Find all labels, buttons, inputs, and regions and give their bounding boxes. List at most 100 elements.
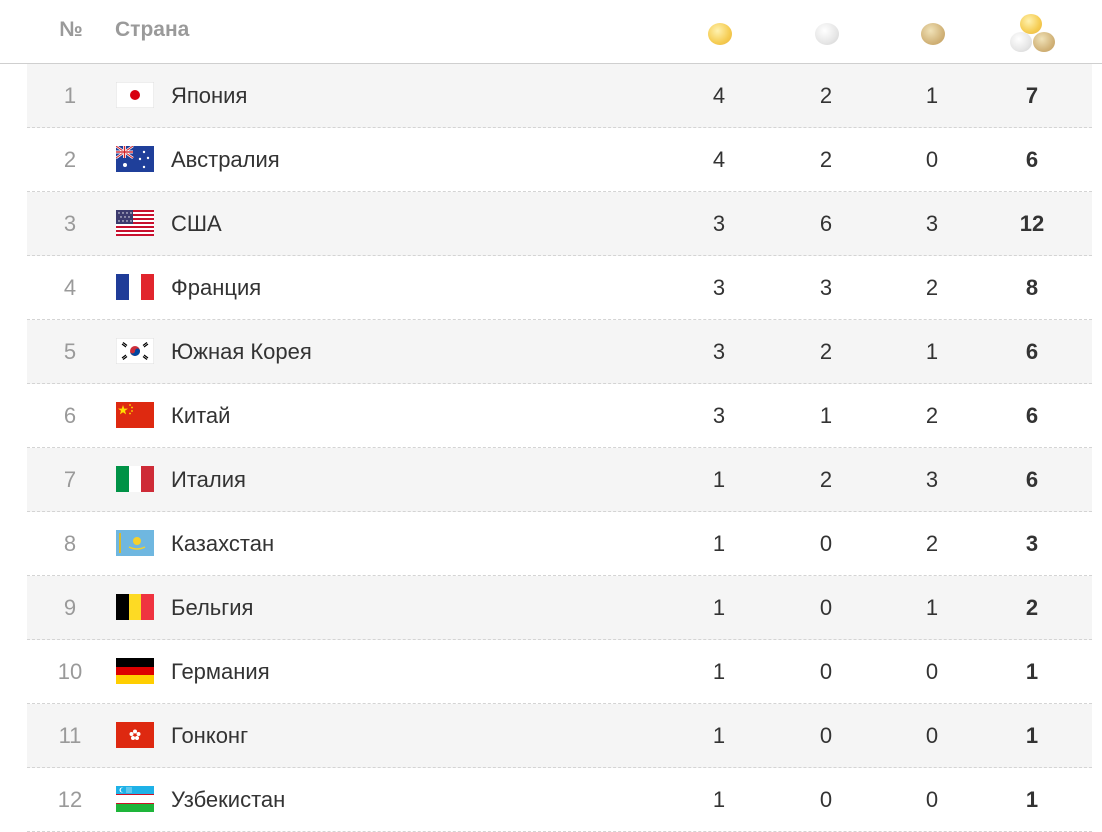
- gold-count: 3: [712, 339, 726, 364]
- table-row[interactable]: 10 Германия 1 0 0 1: [27, 640, 1092, 704]
- gold-count: 4: [712, 147, 726, 172]
- silver-count: 6: [819, 211, 833, 236]
- bronze-count: 0: [925, 787, 939, 812]
- bronze-count: 0: [925, 659, 939, 684]
- rank-cell: 8: [63, 531, 77, 556]
- south-korea-flag-icon: [116, 338, 154, 364]
- bronze-count: 2: [925, 531, 939, 556]
- total-medals-icon[interactable]: [1008, 12, 1058, 54]
- table-row[interactable]: 7 Италия 1 2 3 6: [27, 448, 1092, 512]
- gold-count: 3: [712, 275, 726, 300]
- total-count: 6: [1025, 467, 1039, 492]
- bronze-count: 2: [925, 275, 939, 300]
- total-count: 1: [1025, 723, 1039, 748]
- bronze-count: 0: [925, 723, 939, 748]
- table-row[interactable]: 1 Япония 4 2 1 7: [27, 64, 1092, 128]
- rank-cell: 10: [57, 659, 83, 684]
- country-name[interactable]: Южная Корея: [171, 339, 312, 364]
- total-count: 7: [1025, 83, 1039, 108]
- gold-count: 1: [712, 531, 726, 556]
- country-name[interactable]: Япония: [171, 83, 248, 108]
- table-row[interactable]: 9 Бельгия 1 0 1 2: [27, 576, 1092, 640]
- rank-header[interactable]: №: [59, 18, 83, 41]
- table-row[interactable]: 8 Казахстан 1 0 2 3: [27, 512, 1092, 576]
- country-name[interactable]: Китай: [171, 403, 231, 428]
- silver-count: 1: [819, 403, 833, 428]
- bronze-count: 3: [925, 467, 939, 492]
- silver-count: 0: [819, 531, 833, 556]
- gold-count: 1: [712, 723, 726, 748]
- bronze-medal-icon[interactable]: [921, 23, 945, 45]
- total-count: 6: [1025, 403, 1039, 428]
- bronze-count: 1: [925, 83, 939, 108]
- country-name[interactable]: Узбекистан: [171, 787, 286, 812]
- hong-kong-flag-icon: [116, 722, 154, 748]
- uzbekistan-flag-icon: [116, 786, 154, 812]
- bronze-count: 0: [925, 147, 939, 172]
- belgium-flag-icon: [116, 594, 154, 620]
- gold-count: 4: [712, 83, 726, 108]
- silver-count: 2: [819, 339, 833, 364]
- country-name[interactable]: Франция: [171, 275, 262, 300]
- table-header: № Страна: [0, 0, 1102, 64]
- rank-cell: 11: [58, 723, 82, 748]
- country-name[interactable]: Германия: [171, 659, 270, 684]
- bronze-count: 1: [925, 595, 939, 620]
- table-row[interactable]: 5 Южная Корея 3 2 1 6: [27, 320, 1092, 384]
- country-name[interactable]: США: [171, 211, 222, 236]
- silver-count: 3: [819, 275, 833, 300]
- rank-cell: 9: [63, 595, 77, 620]
- rank-cell: 2: [63, 147, 77, 172]
- table-row[interactable]: 6 Китай 3 1 2 6: [27, 384, 1092, 448]
- total-count: 1: [1025, 659, 1039, 684]
- total-count: 8: [1025, 275, 1039, 300]
- country-name[interactable]: Казахстан: [171, 531, 275, 556]
- silver-count: 0: [819, 723, 833, 748]
- country-name[interactable]: Гонконг: [171, 723, 249, 748]
- germany-flag-icon: [116, 658, 154, 684]
- total-count: 3: [1025, 531, 1039, 556]
- silver-count: 0: [819, 659, 833, 684]
- france-flag-icon: [116, 274, 154, 300]
- country-name[interactable]: Бельгия: [171, 595, 254, 620]
- total-count: 1: [1025, 787, 1039, 812]
- country-name[interactable]: Италия: [171, 467, 246, 492]
- silver-count: 2: [819, 147, 833, 172]
- gold-count: 3: [712, 403, 726, 428]
- total-count: 6: [1025, 147, 1039, 172]
- bronze-count: 3: [925, 211, 939, 236]
- gold-medal-icon[interactable]: [708, 23, 732, 45]
- usa-flag-icon: [116, 210, 154, 236]
- table-row[interactable]: 12 Узбекистан 1 0 0 1: [27, 768, 1092, 832]
- australia-flag-icon: [116, 146, 154, 172]
- rank-cell: 1: [63, 83, 77, 108]
- total-count: 2: [1025, 595, 1039, 620]
- gold-count: 1: [712, 787, 726, 812]
- total-count: 6: [1025, 339, 1039, 364]
- rank-cell: 12: [57, 787, 83, 812]
- rank-cell: 5: [63, 339, 77, 364]
- gold-count: 1: [712, 467, 726, 492]
- silver-count: 2: [819, 467, 833, 492]
- silver-count: 2: [819, 83, 833, 108]
- silver-count: 0: [819, 595, 833, 620]
- gold-count: 1: [712, 595, 726, 620]
- country-header[interactable]: Страна: [115, 18, 190, 41]
- table-row[interactable]: 2 Австралия 4 2 0 6: [27, 128, 1092, 192]
- country-name[interactable]: Австралия: [171, 147, 280, 172]
- rank-cell: 4: [63, 275, 77, 300]
- rank-cell: 3: [63, 211, 77, 236]
- rank-cell: 7: [63, 467, 77, 492]
- gold-count: 1: [712, 659, 726, 684]
- table-row[interactable]: 11 Гонконг 1 0 0 1: [27, 704, 1092, 768]
- china-flag-icon: [116, 402, 154, 428]
- japan-flag-icon: [116, 82, 154, 108]
- table-row[interactable]: 3 США 3 6 3 12: [27, 192, 1092, 256]
- table-body: 1 Япония 4 2 1 7 2 Австралия 4 2 0 6 3 США 3 6 3 12 4 Франц…: [0, 64, 1102, 832]
- kazakhstan-flag-icon: [116, 530, 154, 556]
- bronze-count: 2: [925, 403, 939, 428]
- table-row[interactable]: 4 Франция 3 3 2 8: [27, 256, 1092, 320]
- silver-medal-icon[interactable]: [815, 23, 839, 45]
- total-count: 12: [1019, 211, 1045, 236]
